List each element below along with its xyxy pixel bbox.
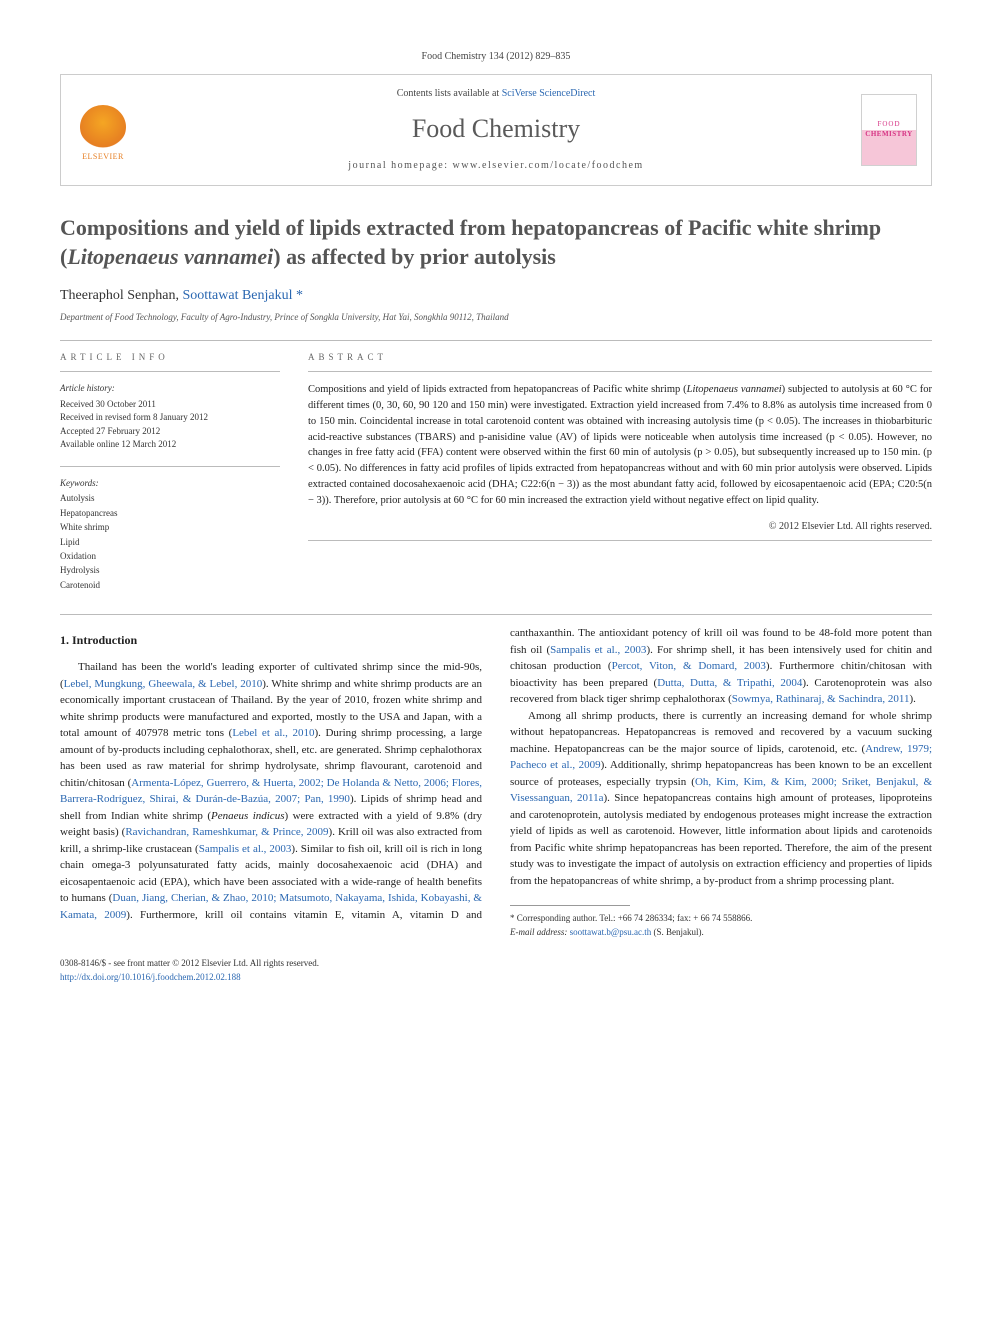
ref-link[interactable]: Sowmya, Rathinaraj, & Sachindra, 2011 [732, 693, 910, 705]
history-received: Received 30 October 2011 [60, 398, 280, 412]
corr-line: * Corresponding author. Tel.: +66 74 286… [510, 912, 932, 926]
sciencedirect-link[interactable]: SciVerse ScienceDirect [502, 88, 596, 99]
ref-link[interactable]: Ravichandran, Rameshkumar, & Prince, 200… [125, 826, 328, 838]
rule-kw [60, 466, 280, 467]
history-online: Available online 12 March 2012 [60, 438, 280, 452]
rule-info [60, 371, 280, 372]
email-suffix: (S. Benjakul). [651, 927, 704, 937]
article-info-label: ARTICLE INFO [60, 351, 280, 364]
elsevier-label: ELSEVIER [82, 151, 124, 162]
t: ). [909, 693, 915, 705]
ref-link[interactable]: Sampalis et al., 2003 [550, 644, 646, 656]
abstract-copyright: © 2012 Elsevier Ltd. All rights reserved… [308, 520, 932, 534]
keywords-list: Autolysis Hepatopancreas White shrimp Li… [60, 491, 280, 592]
abstract-species: Litopenaeus vannamei [687, 384, 782, 395]
contents-line: Contents lists available at SciVerse Sci… [79, 87, 913, 101]
page-footer: 0308-8146/$ - see front matter © 2012 El… [60, 957, 932, 984]
body-columns: 1. Introduction Thailand has been the wo… [60, 625, 932, 939]
keyword: Oxidation [60, 549, 280, 563]
abstract-col: ABSTRACT Compositions and yield of lipid… [308, 351, 932, 592]
footnote-rule [510, 905, 630, 906]
homepage-prefix: journal homepage: [348, 160, 452, 171]
intro-para-2: Among all shrimp products, there is curr… [510, 708, 932, 890]
keyword: Hydrolysis [60, 563, 280, 577]
corr-email-link[interactable]: soottawat.b@psu.ac.th [570, 927, 652, 937]
journal-header-box: ELSEVIER FOOD CHEMISTRY Contents lists a… [60, 74, 932, 186]
t: ). Since hepatopancreas contains high am… [510, 792, 932, 887]
abstract-b: ) subjected to autolysis at 60 °C for di… [308, 384, 932, 505]
keyword: White shrimp [60, 520, 280, 534]
contents-prefix: Contents lists available at [397, 88, 502, 99]
article-history: Article history: Received 30 October 201… [60, 382, 280, 452]
article-info-col: ARTICLE INFO Article history: Received 3… [60, 351, 280, 592]
footer-issn: 0308-8146/$ - see front matter © 2012 El… [60, 957, 932, 971]
header-citation: Food Chemistry 134 (2012) 829–835 [60, 50, 932, 64]
cover-text-1: FOOD [877, 120, 900, 130]
journal-cover-thumb: FOOD CHEMISTRY [861, 94, 917, 166]
keyword: Autolysis [60, 491, 280, 505]
ref-link[interactable]: Dutta, Dutta, & Tripathi, 2004 [657, 677, 802, 689]
corresponding-footnote: * Corresponding author. Tel.: +66 74 286… [510, 912, 932, 939]
meta-abstract-row: ARTICLE INFO Article history: Received 3… [60, 351, 932, 592]
doi-link[interactable]: http://dx.doi.org/10.1016/j.foodchem.201… [60, 972, 241, 982]
homepage-url[interactable]: www.elsevier.com/locate/foodchem [453, 160, 644, 171]
keyword: Lipid [60, 535, 280, 549]
title-part-b: ) as affected by prior autolysis [273, 244, 556, 269]
rule-body-top [60, 614, 932, 615]
author-2-link[interactable]: Soottawat Benjakul [182, 288, 292, 303]
history-label: Article history: [60, 382, 280, 396]
author-1: Theeraphol Senphan [60, 288, 175, 303]
abstract-a: Compositions and yield of lipids extract… [308, 384, 687, 395]
keyword: Hepatopancreas [60, 506, 280, 520]
corresponding-marker[interactable]: * [296, 288, 303, 303]
rule-abs-bottom [308, 540, 932, 541]
abstract-label: ABSTRACT [308, 351, 932, 364]
author-line: Theeraphol Senphan, Soottawat Benjakul * [60, 286, 932, 306]
title-species: Litopenaeus vannamei [67, 244, 273, 269]
history-accepted: Accepted 27 February 2012 [60, 425, 280, 439]
species-name: Penaeus indicus [211, 810, 284, 822]
cover-text-2: CHEMISTRY [865, 130, 912, 140]
ref-link[interactable]: Percot, Viton, & Domard, 2003 [612, 660, 766, 672]
ref-link[interactable]: Lebel et al., 2010 [232, 727, 314, 739]
elsevier-logo: ELSEVIER [75, 98, 131, 162]
abstract-text: Compositions and yield of lipids extract… [308, 382, 932, 508]
rule-top [60, 340, 932, 341]
elsevier-tree-icon [80, 105, 126, 149]
email-label: E-mail address: [510, 927, 567, 937]
rule-abs [308, 371, 932, 372]
history-revised: Received in revised form 8 January 2012 [60, 411, 280, 425]
article-title: Compositions and yield of lipids extract… [60, 214, 932, 271]
journal-title: Food Chemistry [79, 111, 913, 147]
intro-heading: 1. Introduction [60, 631, 482, 649]
ref-link[interactable]: Sampalis et al., 2003 [199, 843, 292, 855]
homepage-line: journal homepage: www.elsevier.com/locat… [79, 159, 913, 173]
keywords-label: Keywords: [60, 477, 280, 490]
keyword: Carotenoid [60, 578, 280, 592]
affiliation: Department of Food Technology, Faculty o… [60, 311, 932, 324]
ref-link[interactable]: Lebel, Mungkung, Gheewala, & Lebel, 2010 [64, 678, 263, 690]
